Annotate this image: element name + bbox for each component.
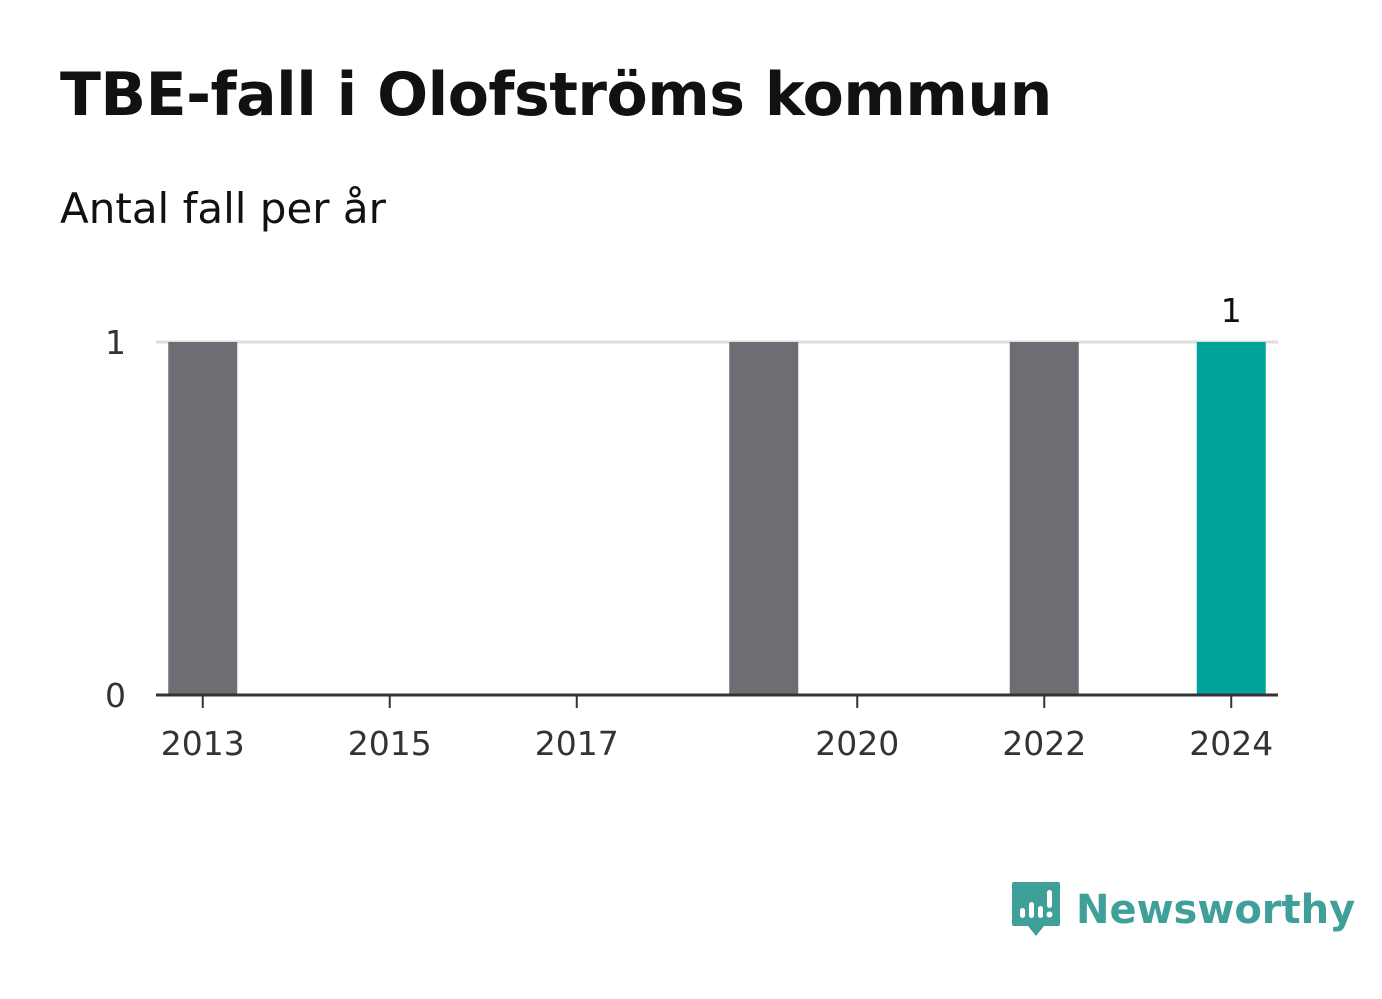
x-tick-label: 2017	[535, 724, 619, 763]
bar-chart: 0 1 2013 2015 2017 2020 2022 2024 1	[105, 291, 1278, 763]
bar-2022	[1009, 342, 1079, 695]
x-tick-label: 2022	[1002, 724, 1086, 763]
newsworthy-logo-text: Newsworthy	[1076, 887, 1356, 933]
bar-2019	[729, 342, 799, 695]
y-tick-label: 1	[105, 323, 126, 362]
bar-2013	[168, 342, 238, 695]
y-tick-label: 0	[105, 676, 126, 715]
data-label: 1	[1221, 291, 1242, 330]
x-tick-label: 2024	[1189, 724, 1273, 763]
chart-subtitle: Antal fall per år	[60, 184, 386, 233]
chart-title: TBE-fall i Olofströms kommun	[60, 60, 1052, 130]
newsworthy-logo-icon	[1012, 882, 1060, 936]
x-tick-label: 2020	[815, 724, 899, 763]
x-tick-label: 2015	[348, 724, 432, 763]
x-tick-label: 2013	[161, 724, 245, 763]
newsworthy-logo: Newsworthy	[1010, 878, 1355, 942]
bar-2024	[1196, 342, 1266, 695]
